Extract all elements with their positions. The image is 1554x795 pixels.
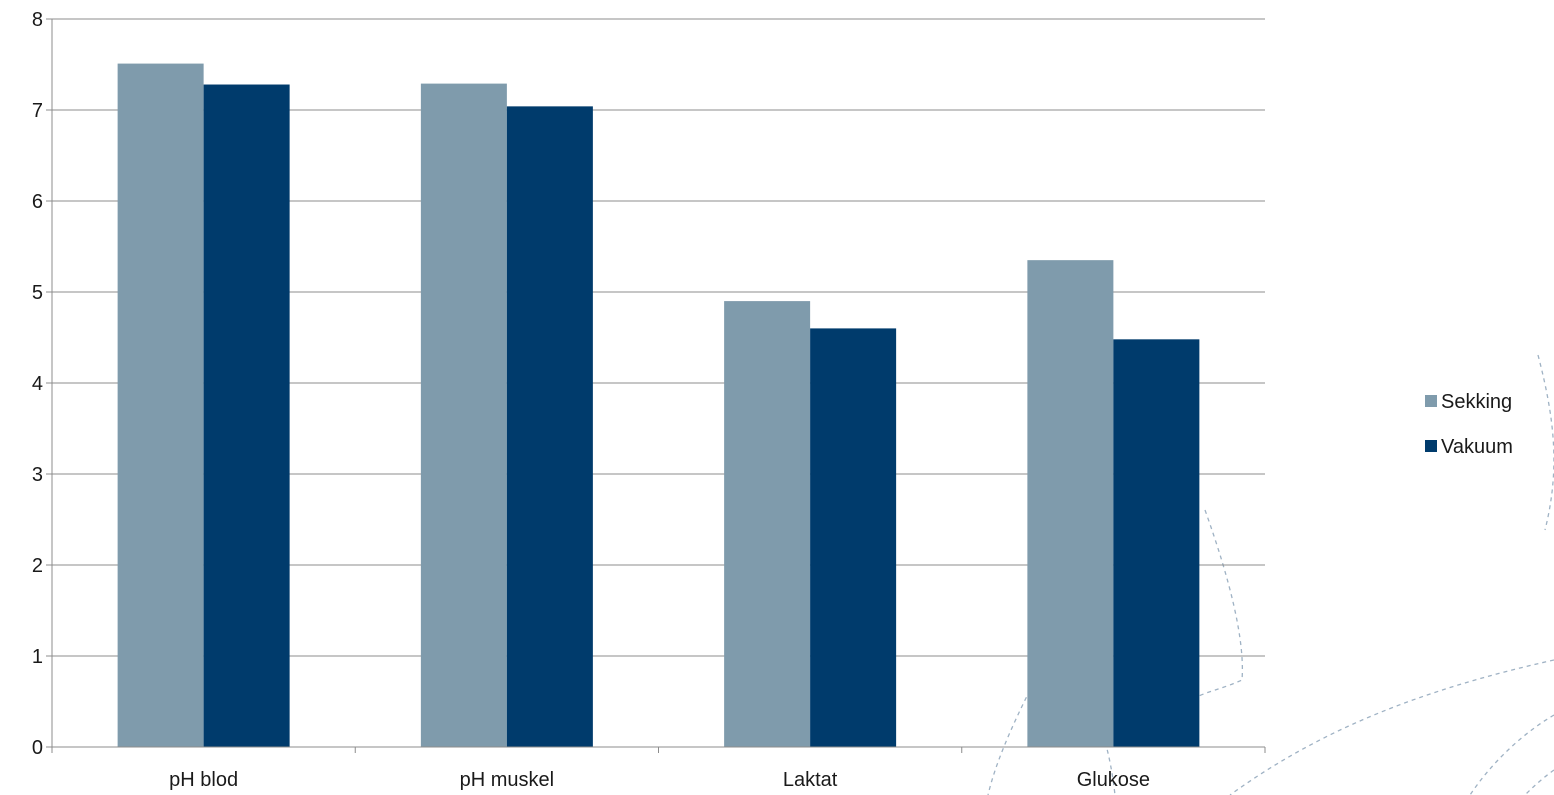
bar-vakuum-ph-blod bbox=[203, 84, 290, 747]
bar-sekking-ph-muskel bbox=[420, 83, 507, 748]
decorative-arc bbox=[1194, 509, 1244, 699]
decorative-arc bbox=[1469, 714, 1554, 795]
legend-label-vakuum: Vakuum bbox=[1441, 436, 1513, 458]
x-category-label: pH blod bbox=[169, 769, 238, 791]
bar-sekking-ph-blod bbox=[117, 63, 204, 747]
decorative-arc bbox=[1537, 354, 1554, 531]
bar-vakuum-ph-muskel bbox=[506, 106, 593, 748]
x-category-label: pH muskel bbox=[460, 769, 554, 791]
y-tick-label: 0 bbox=[32, 737, 43, 759]
decorative-arc bbox=[987, 689, 1031, 795]
bar-sekking-glukose bbox=[1027, 260, 1114, 747]
x-category-label: Laktat bbox=[783, 769, 838, 791]
y-axis-tick-labels: 0 1 2 3 4 5 6 7 8 bbox=[32, 9, 43, 759]
y-tick-label: 5 bbox=[32, 282, 43, 304]
decorative-arc bbox=[1524, 769, 1554, 795]
legend-swatch-sekking bbox=[1425, 395, 1437, 407]
y-tick-label: 2 bbox=[32, 555, 43, 577]
bar-vakuum-glukose bbox=[1113, 339, 1200, 747]
y-tick-label: 8 bbox=[32, 9, 43, 31]
bar-sekking-laktat bbox=[724, 301, 811, 747]
y-tick-label: 6 bbox=[32, 191, 43, 213]
legend-swatch-vakuum bbox=[1425, 440, 1437, 452]
decorative-arc bbox=[1229, 659, 1554, 795]
y-tick-label: 3 bbox=[32, 464, 43, 486]
bars bbox=[117, 63, 1200, 748]
legend-label-sekking: Sekking bbox=[1441, 391, 1512, 413]
y-tick-label: 7 bbox=[32, 100, 43, 122]
legend: Sekking Vakuum bbox=[1425, 391, 1513, 458]
y-tick-label: 1 bbox=[32, 646, 43, 668]
y-tick-label: 4 bbox=[32, 373, 43, 395]
bar-vakuum-laktat bbox=[810, 328, 897, 747]
x-axis-category-labels: pH blod pH muskel Laktat Glukose bbox=[169, 769, 1150, 791]
axes bbox=[46, 18, 1266, 753]
x-category-label: Glukose bbox=[1077, 769, 1150, 791]
